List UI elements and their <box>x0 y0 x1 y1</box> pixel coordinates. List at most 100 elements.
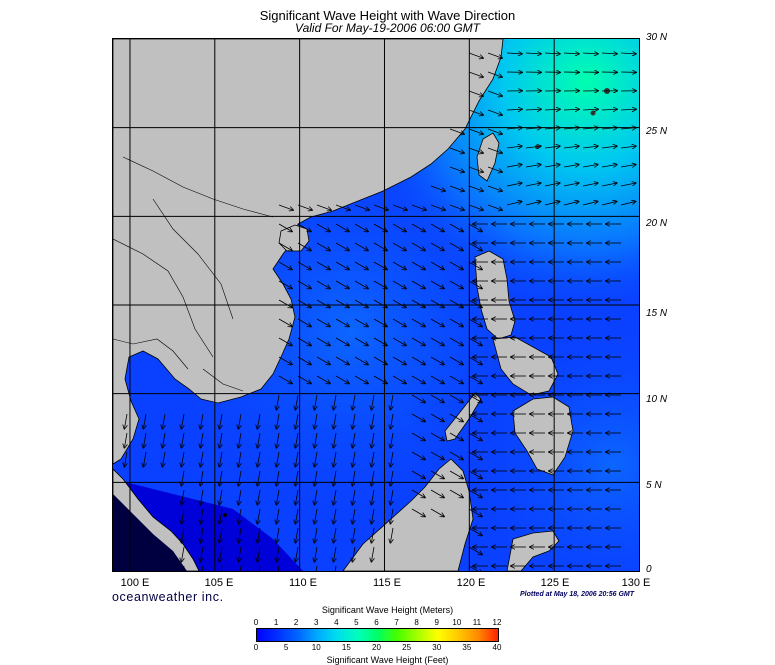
ryukyu-islet <box>590 110 596 116</box>
wave-direction-arrow <box>219 451 222 467</box>
wave-direction-arrow <box>468 147 483 153</box>
wave-direction-arrow <box>601 53 617 54</box>
wave-direction-arrow <box>430 261 444 270</box>
wave-direction-arrow <box>392 280 406 289</box>
wave-direction-arrow <box>468 109 483 115</box>
wave-direction-arrow <box>278 223 292 232</box>
wave-direction-arrow <box>200 489 203 505</box>
wave-direction-arrow <box>278 337 292 346</box>
wave-direction-arrow <box>468 470 482 479</box>
wave-direction-arrow <box>411 470 425 479</box>
wave-direction-arrow <box>430 413 444 422</box>
wave-direction-arrow <box>276 508 279 524</box>
wave-direction-arrow <box>316 356 330 365</box>
legend-meters-tick: 10 <box>452 618 462 627</box>
wave-direction-arrow <box>449 375 463 384</box>
wave-direction-arrow <box>373 204 388 210</box>
wave-direction-arrow <box>487 166 502 172</box>
wave-direction-arrow <box>411 318 425 327</box>
wave-direction-arrow <box>181 546 184 562</box>
lat-label-5n: 5 N <box>646 480 662 491</box>
wave-direction-arrow <box>143 432 146 448</box>
wave-direction-arrow <box>257 413 260 429</box>
wave-direction-arrow <box>278 261 292 270</box>
wave-direction-arrow <box>354 204 369 210</box>
lon-label-125e: 125 E <box>540 577 570 589</box>
wave-direction-arrow <box>468 242 482 251</box>
wave-direction-arrow <box>182 565 185 571</box>
wave-direction-arrow <box>333 508 336 524</box>
wave-direction-arrow <box>371 413 374 429</box>
wave-direction-arrow <box>449 204 464 210</box>
wave-height-map <box>112 38 640 572</box>
wave-direction-arrow <box>506 53 522 54</box>
wave-direction-arrow <box>411 337 425 346</box>
lat-label-20n: 20 N <box>646 218 668 229</box>
wave-direction-arrow <box>373 242 387 251</box>
wave-direction-arrow <box>200 413 203 429</box>
legend-feet-tick: 25 <box>402 643 412 652</box>
wave-direction-arrow <box>352 432 355 448</box>
wave-direction-arrow <box>525 201 541 206</box>
mindanao-island <box>512 396 574 476</box>
wave-direction-arrow <box>563 146 579 148</box>
legend-feet-tick: 35 <box>462 643 472 652</box>
wave-direction-arrow <box>525 146 541 148</box>
wave-direction-arrow <box>276 451 279 467</box>
wave-direction-arrow <box>601 165 617 167</box>
legend-meters-tick: 8 <box>414 618 419 627</box>
wave-direction-arrow <box>430 432 444 441</box>
wave-direction-arrow <box>506 183 522 187</box>
wave-direction-arrow <box>333 489 336 505</box>
lat-label-25n: 25 N <box>646 126 668 137</box>
wave-direction-arrow <box>335 356 349 365</box>
wave-direction-arrow <box>257 451 260 467</box>
wave-direction-arrow <box>411 432 425 441</box>
wave-direction-arrow <box>601 128 617 129</box>
wave-direction-arrow <box>239 565 242 571</box>
wave-direction-arrow <box>468 356 482 365</box>
wave-direction-arrow <box>430 470 444 479</box>
wave-direction-arrow <box>373 318 387 327</box>
wave-direction-arrow <box>316 223 330 232</box>
wave-direction-arrow <box>430 451 444 460</box>
wave-direction-arrow <box>487 71 502 77</box>
wave-direction-arrow <box>333 394 336 410</box>
wave-direction-arrow <box>468 90 483 96</box>
wave-direction-arrow <box>335 242 349 251</box>
wave-direction-arrow <box>333 413 336 429</box>
wave-direction-arrow <box>316 261 330 270</box>
wave-direction-arrow <box>295 527 298 543</box>
wave-direction-arrow <box>468 451 482 460</box>
wave-direction-arrow <box>257 489 260 505</box>
wave-direction-arrow <box>257 432 260 448</box>
wave-direction-arrow <box>390 413 393 429</box>
wave-direction-arrow <box>506 128 522 129</box>
legend-feet-tick: 30 <box>432 643 442 652</box>
wave-direction-arrow <box>314 394 317 410</box>
wave-direction-arrow <box>333 432 336 448</box>
wave-direction-arrow <box>276 546 279 562</box>
wave-direction-arrow <box>124 413 127 429</box>
wave-direction-arrow <box>449 356 463 365</box>
wave-direction-arrow <box>392 204 407 210</box>
wave-direction-arrow <box>295 546 298 562</box>
wave-direction-arrow <box>295 451 298 467</box>
wave-direction-arrow <box>525 165 541 167</box>
wave-direction-arrow <box>276 489 279 505</box>
wave-direction-arrow <box>238 470 241 486</box>
wave-direction-arrow <box>449 413 463 422</box>
wave-direction-arrow <box>390 489 393 505</box>
wave-direction-arrow <box>371 470 374 486</box>
wave-direction-arrow <box>257 527 260 543</box>
wave-direction-arrow <box>219 489 222 505</box>
wave-direction-arrow <box>563 128 579 129</box>
wave-direction-arrow <box>563 201 579 206</box>
plotted-timestamp: Plotted at May 18, 2006 20:56 GMT <box>520 591 634 598</box>
sulawesi-island <box>506 530 560 571</box>
wave-direction-arrow <box>373 375 387 384</box>
wave-direction-arrow <box>200 527 203 543</box>
wave-direction-arrow <box>278 318 292 327</box>
wave-direction-arrow <box>601 146 617 148</box>
legend-meters-tick: 7 <box>394 618 399 627</box>
